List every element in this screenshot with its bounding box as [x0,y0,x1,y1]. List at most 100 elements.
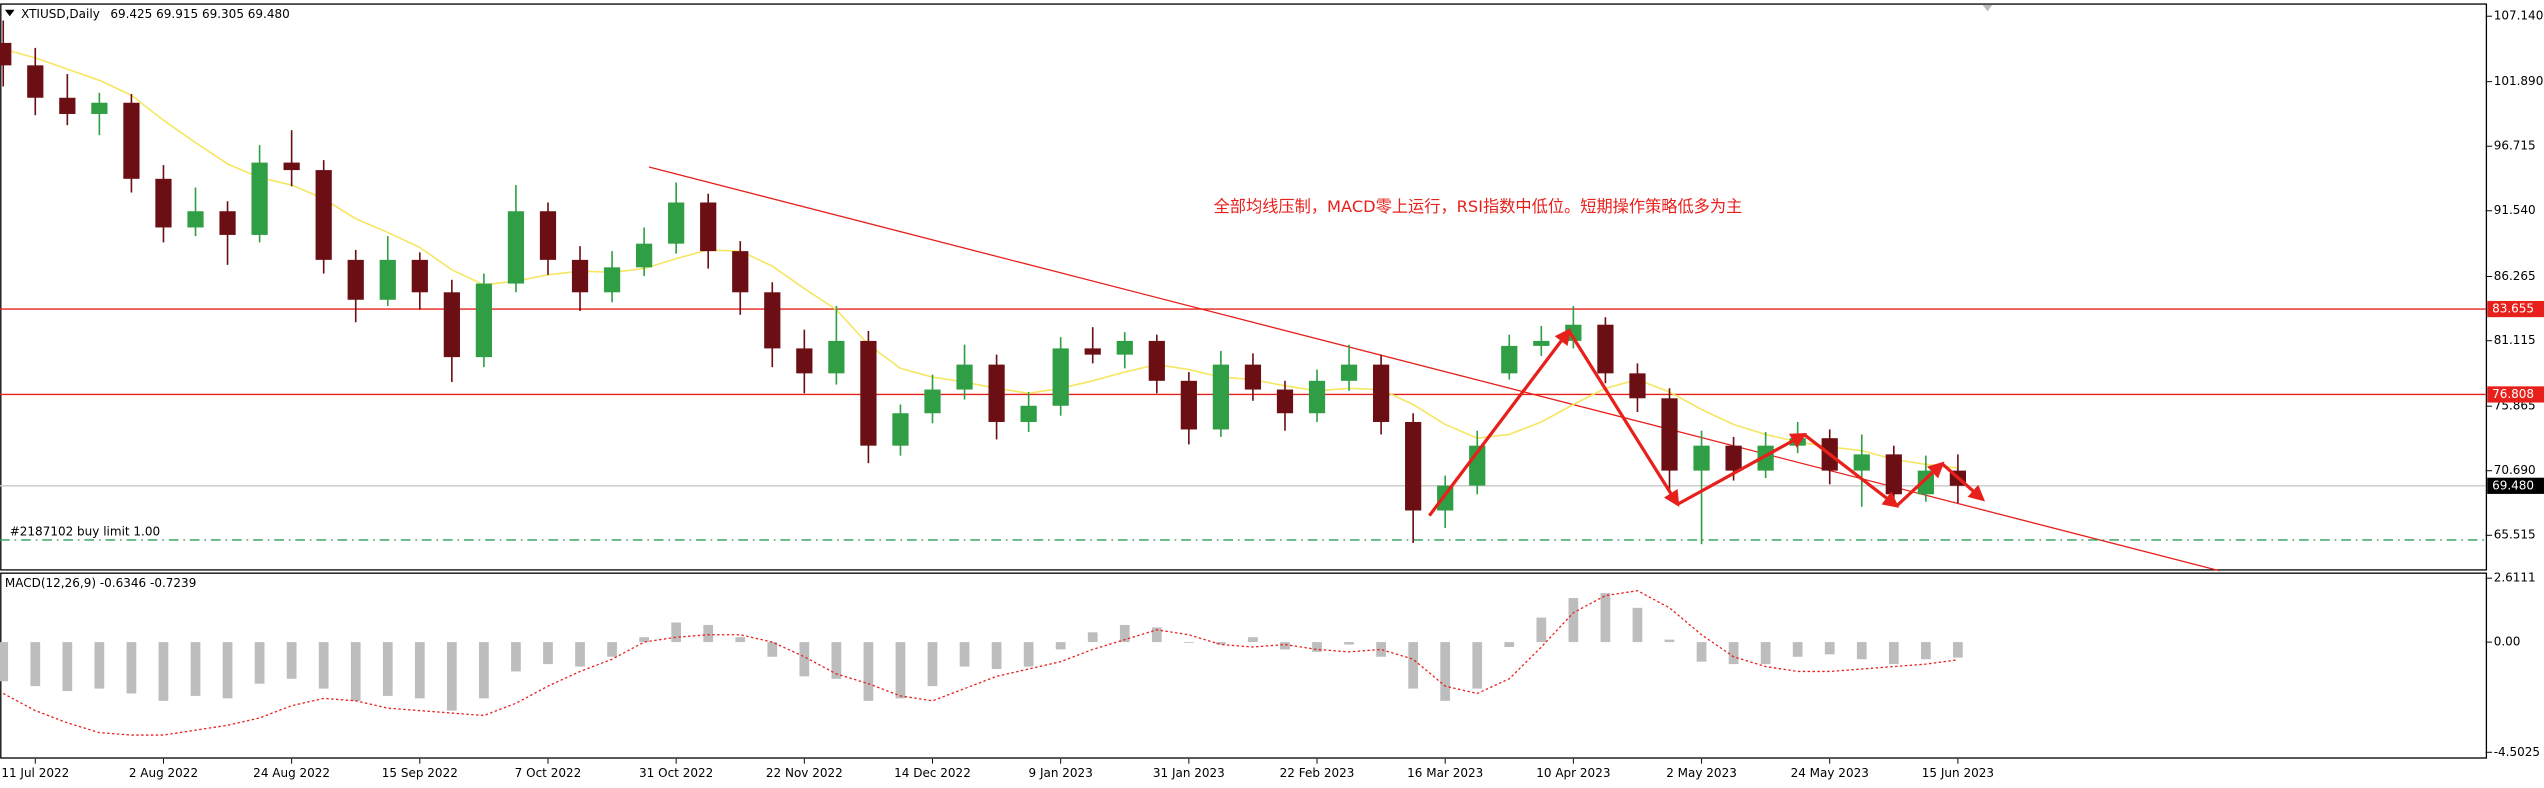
ohlc-readout: 69.425 69.915 69.305 69.480 [110,7,289,21]
macd-bar [1376,642,1386,657]
macd-bar [30,642,41,687]
candle-body [1020,405,1037,422]
x-tick-label: 15 Sep 2022 [382,766,458,780]
annotation-arrows [1428,328,1986,517]
macd-bar [350,642,361,701]
macd-bar [1953,642,1963,658]
candle-body [219,211,236,235]
candle-body [764,292,781,349]
macd-title: MACD(12,26,9) -0.6346 -0.7239 [5,576,196,590]
macd-bar [1183,642,1194,643]
macd-bar [543,642,553,665]
macd-bar [190,642,201,696]
candle-body [1725,445,1742,471]
macd-bar [575,642,585,667]
arrow [1676,432,1808,506]
candle-body [956,364,973,390]
y-tick-label: 2.6111 [2494,571,2536,585]
candle-body [91,102,108,114]
x-tick-label: 22 Feb 2023 [1280,766,1355,780]
macd-bar [1888,642,1899,665]
candle-body [700,202,717,252]
candle-body [283,162,300,171]
candle-body [539,211,557,260]
candle-body [1180,380,1197,430]
candle-body [1372,364,1390,422]
macd-bar [1216,642,1226,645]
x-tick-label: 9 Jan 2023 [1029,766,1093,780]
macd-bar [831,642,842,679]
macd-bar [1119,624,1130,643]
price-panel-frame [0,3,2488,571]
macd-bar [991,642,1002,670]
macd-bar [158,642,169,701]
macd-bar [959,642,970,667]
current-price-label: 69.480 [2492,478,2534,492]
macd-bar [1440,642,1451,701]
level-label: 83.655 [2492,302,2534,316]
x-tick-label: 11 Jul 2022 [1,766,69,780]
candle-body [636,243,653,268]
level-label: 76.808 [2492,387,2534,401]
x-tick-label: 22 Nov 2022 [766,766,843,780]
macd-bar [1472,642,1483,689]
candle-body [796,348,813,374]
signal-line [2,590,1958,736]
macd-bar [62,642,73,692]
candle-body [1597,324,1614,374]
candle-body [924,389,941,414]
macd-bar [1504,642,1515,647]
candle-body [732,251,749,293]
candle-body [1308,380,1326,414]
macd-bar [1087,632,1098,643]
candle-body [1661,398,1678,471]
candle-body [475,283,493,358]
x-tick-label: 31 Oct 2022 [639,766,713,780]
y-tick-label: 91.540 [2494,203,2536,217]
candle-body [507,211,525,284]
macd-bar [94,642,105,689]
plot-layer: 107.140101.89096.71591.54086.26581.11575… [0,9,2544,780]
macd-bar [414,642,425,699]
macd-bar [639,637,649,643]
macd-bar [254,642,265,684]
trend-line [648,166,2220,572]
macd-bar [767,642,778,657]
x-tick-label: 24 May 2023 [1791,766,1869,780]
candle-body [251,162,268,235]
candle-body [1212,364,1230,430]
candle-body [1244,364,1262,390]
candle-body [1084,348,1101,355]
y-tick-label: 107.140 [2494,9,2544,23]
candle-body [1501,345,1518,374]
candle-body [155,178,172,228]
y-tick-label: 86.265 [2494,269,2536,283]
x-tick-label: 2 Aug 2022 [129,766,198,780]
menu-triangle [4,9,15,17]
candle-body [443,292,460,358]
current-price-box [2487,477,2544,494]
candle-body [1629,373,1646,399]
candle-body [668,202,685,244]
x-tick-label: 15 Jun 2023 [1922,766,1994,780]
level-label-box [2487,386,2544,403]
x-tick-label: 7 Oct 2022 [515,766,582,780]
arrow [1940,462,1986,502]
candle-body [571,259,589,293]
macd-bar [1760,642,1771,665]
y-tick-label: 65.515 [2494,528,2536,542]
macd-bar [126,642,137,694]
candle-body [1853,454,1870,471]
shift-marker [1982,4,1993,12]
macd-bar [1536,617,1547,643]
macd-bar [1728,642,1739,665]
macd-bar [1792,642,1803,657]
x-tick-label: 10 Apr 2023 [1536,766,1610,780]
x-tick-label: 14 Dec 2022 [894,766,971,780]
y-tick-label: -4.5025 [2494,745,2540,759]
candle-body [411,259,428,293]
annotation: 全部均线压制，MACD零上运行，RSI指数中低位。短期操作策略低多为主 [1214,197,1743,216]
macd-bar [446,642,457,711]
